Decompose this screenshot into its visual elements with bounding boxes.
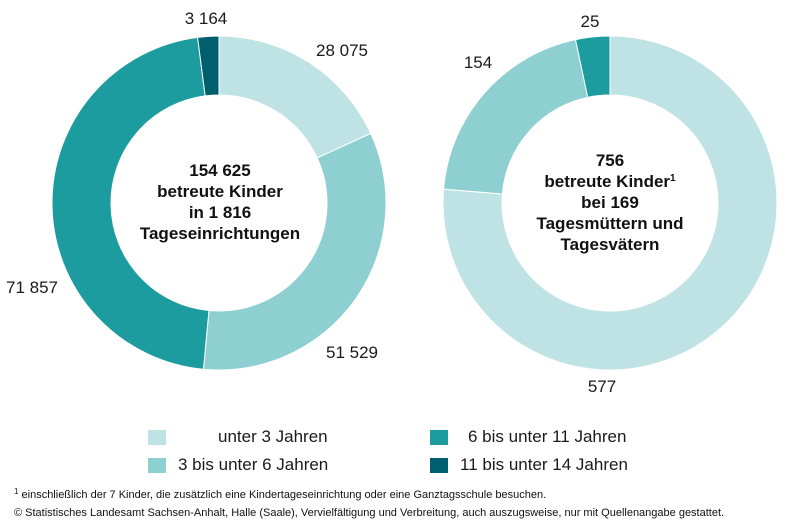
legend-item-under3: unter 3 Jahren xyxy=(148,426,368,448)
legend-item-11to14: 11 bis unter 14 Jahren xyxy=(430,454,650,476)
donut-2-center-line2-wrap: betreute Kinder1 xyxy=(500,171,720,192)
donut-2-data-label-3to6: 154 xyxy=(464,53,492,72)
donut-1-center-line4: Tageseinrichtungen xyxy=(139,224,301,243)
legend-swatch-11to14 xyxy=(430,458,448,473)
donut-1-center-total: 154 625 xyxy=(189,161,251,180)
legend-item-6to11: 6 bis unter 11 Jahren xyxy=(430,426,650,448)
donut-1-slice-11to14 xyxy=(197,35,220,97)
copyright-notice: © Statistisches Landesamt Sachsen-Anhalt… xyxy=(14,507,725,519)
donut-2-data-label-6to11: 25 xyxy=(581,12,600,31)
donut-1-data-label-3to6: 51 529 xyxy=(326,343,378,362)
donut-2-slice-under3 xyxy=(442,35,778,371)
legend-swatch-3to6 xyxy=(148,458,166,473)
footnote-marker: 1 xyxy=(14,487,19,496)
donut-1-slice-3to6 xyxy=(202,132,387,371)
legend-item-3to6: 3 bis unter 6 Jahren xyxy=(148,454,368,476)
donut-chart-tageseinrichtungen: 28 075 51 529 71 857 3 164 xyxy=(6,9,387,371)
donut-chart-tagespflege: 577 154 25 xyxy=(442,12,778,396)
legend-label-6to11: 6 bis unter 11 Jahren xyxy=(468,427,627,446)
donut-1-center-line3: in 1 816 xyxy=(188,203,252,222)
donut-1-data-label-under3: 28 075 xyxy=(316,41,368,60)
footnote-reference-marker: 1 xyxy=(670,173,676,184)
donut-2-center-line3: bei 169 xyxy=(581,193,639,212)
donut-2-center-line4: Tagesmüttern und xyxy=(536,214,684,233)
legend-swatch-6to11 xyxy=(430,430,448,445)
donut-1-center-text: 154 625 betreute Kinder in 1 816 Tagesei… xyxy=(110,160,330,244)
donut-2-center-total: 756 xyxy=(595,151,625,170)
legend-label-under3: unter 3 Jahren xyxy=(218,427,328,446)
legend-label-3to6: 3 bis unter 6 Jahren xyxy=(178,455,329,474)
donut-1-center-line2: betreute Kinder xyxy=(157,182,283,201)
footnote: 1 einschließlich der 7 Kinder, die zusät… xyxy=(14,488,546,502)
donut-2-data-label-under3: 577 xyxy=(588,377,616,396)
legend-swatch-under3 xyxy=(148,430,166,445)
donut-1-data-label-11to14: 3 164 xyxy=(185,9,228,28)
donut-2-center-line2: betreute Kinder xyxy=(544,172,671,191)
donut-2-center-text: 756 betreute Kinder1 bei 169 Tagesmütter… xyxy=(500,150,720,255)
donut-2-slice-6to11 xyxy=(574,35,611,98)
donut-1-data-label-6to11: 71 857 xyxy=(6,278,58,297)
donut-2-center-line5: Tagesvätern xyxy=(560,235,660,254)
donut-charts: 28 075 51 529 71 857 3 164 577 154 25 xyxy=(6,9,778,396)
footnote-text: einschließlich der 7 Kinder, die zusätzl… xyxy=(18,489,547,501)
legend-label-11to14: 11 bis unter 14 Jahren xyxy=(460,455,628,474)
donut-1-slice-6to11 xyxy=(51,36,210,370)
